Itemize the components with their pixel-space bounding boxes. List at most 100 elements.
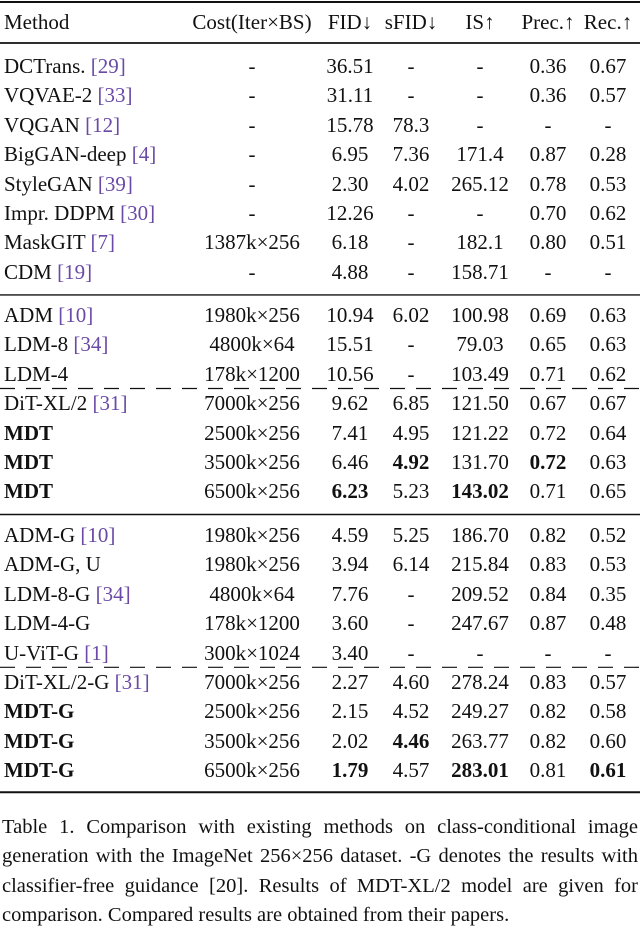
cell-text: 0.83 — [529, 552, 567, 577]
method-cell: MDT — [4, 478, 53, 504]
cell-text: 10.94 — [326, 303, 374, 327]
value-cell: 15.51 — [326, 331, 373, 357]
value-cell: 0.83 — [530, 669, 567, 695]
value-cell: 4.60 — [393, 669, 430, 695]
method-name: ADM-G, U — [4, 552, 101, 577]
value-cell: 121.22 — [451, 420, 509, 446]
cell-text: - — [476, 83, 484, 108]
cell-text: 4.92 — [392, 450, 430, 474]
value-cell: 4800k×64 — [209, 331, 294, 357]
cell-text: 0.62 — [589, 201, 627, 225]
method-name: ADM — [4, 303, 54, 327]
value-cell: - — [605, 259, 612, 285]
cell-text: 247.67 — [451, 611, 509, 636]
cell-text: 0.62 — [589, 361, 627, 386]
header-text: Cost(Iter×BS) — [192, 10, 312, 34]
value-cell: 1387k×256 — [204, 229, 300, 255]
cell-text: 3500k×256 — [204, 728, 300, 753]
cell-text: 7.41 — [331, 420, 369, 445]
value-cell: 131.70 — [451, 449, 509, 475]
cell-text: 0.63 — [589, 450, 627, 474]
cell-text: 3500k×256 — [204, 450, 300, 474]
value-cell: 6.02 — [393, 302, 430, 328]
value-cell: 178k×1200 — [204, 610, 300, 636]
header-text: Rec.↑ — [583, 10, 633, 34]
value-cell: - — [249, 141, 256, 167]
header-cell: sFID↓ — [385, 9, 438, 35]
header-text: Method — [4, 10, 70, 34]
cell-text: 6500k×256 — [204, 758, 300, 783]
cell-text: 0.70 — [529, 201, 567, 225]
value-cell: 6500k×256 — [204, 757, 300, 783]
cell-text: - — [604, 640, 612, 665]
value-cell: 0.82 — [530, 728, 567, 754]
cell-text: 7000k×256 — [204, 391, 300, 416]
cell-text: 7000k×256 — [204, 670, 300, 694]
value-cell: 103.49 — [451, 361, 509, 387]
cell-text: 2.27 — [331, 670, 369, 694]
cell-text: 6.85 — [392, 391, 430, 416]
value-cell: 2500k×256 — [204, 420, 300, 446]
value-cell: 1.79 — [332, 757, 369, 783]
value-cell: 0.53 — [590, 171, 627, 197]
citation: [10] — [80, 523, 116, 547]
value-cell: 1980k×256 — [204, 522, 300, 548]
cell-text: - — [407, 201, 415, 225]
cell-text: - — [544, 112, 552, 137]
cell-text: 0.71 — [529, 479, 567, 504]
cell-text: 4.57 — [392, 758, 430, 783]
value-cell: 2.02 — [332, 728, 369, 754]
cell-text: 6.14 — [392, 552, 430, 577]
value-cell: 2.27 — [332, 669, 369, 695]
value-cell: - — [605, 112, 612, 138]
method-cell: MDT-G — [4, 698, 74, 724]
cell-text: 0.53 — [589, 552, 627, 577]
cell-text: - — [248, 201, 256, 225]
value-cell: 0.84 — [530, 581, 567, 607]
cell-text: - — [248, 259, 256, 284]
cell-text: 186.70 — [451, 523, 509, 547]
cell-text: 0.87 — [529, 611, 567, 636]
value-cell: 2500k×256 — [204, 698, 300, 724]
value-cell: 36.51 — [326, 53, 373, 79]
value-cell: 2.15 — [332, 698, 369, 724]
header-text: FID↓ — [327, 10, 373, 34]
value-cell: - — [249, 112, 256, 138]
citation: [33] — [97, 83, 133, 108]
citation: [30] — [120, 201, 156, 225]
cell-text: 0.36 — [529, 54, 567, 78]
value-cell: 143.02 — [451, 478, 509, 504]
cell-text: 131.70 — [451, 450, 509, 474]
method-name: CDM — [4, 259, 52, 284]
value-cell: 0.65 — [590, 478, 627, 504]
value-cell: 247.67 — [451, 610, 509, 636]
citation: [10] — [58, 303, 94, 327]
cell-text: 0.35 — [589, 581, 627, 606]
cell-text: 12.26 — [326, 201, 374, 225]
method-cell: DiT-XL/2-G [31] — [4, 669, 150, 695]
value-cell: 10.56 — [326, 361, 373, 387]
value-cell: 0.63 — [590, 302, 627, 328]
value-cell: 3.60 — [332, 610, 369, 636]
cell-text: 4.02 — [392, 171, 430, 196]
value-cell: 4800k×64 — [209, 581, 294, 607]
cell-text: - — [407, 332, 415, 357]
method-cell: Impr. DDPM [30] — [4, 200, 155, 226]
cell-text: 0.71 — [529, 361, 567, 386]
value-cell: 249.27 — [451, 698, 509, 724]
value-cell: 4.95 — [393, 420, 430, 446]
cell-text: 0.82 — [529, 523, 567, 547]
cell-text: 215.84 — [451, 552, 509, 577]
value-cell: 158.71 — [451, 259, 509, 285]
cell-text: 263.77 — [451, 728, 509, 753]
value-cell: 0.60 — [590, 728, 627, 754]
cell-text: 158.71 — [451, 259, 509, 284]
cell-text: 0.48 — [589, 611, 627, 636]
cell-text: - — [407, 259, 415, 284]
value-cell: 0.61 — [590, 757, 627, 783]
cell-text: 0.63 — [589, 303, 627, 327]
cell-text: 0.82 — [529, 728, 567, 753]
cell-text: 5.23 — [392, 479, 430, 504]
cell-text: - — [544, 259, 552, 284]
